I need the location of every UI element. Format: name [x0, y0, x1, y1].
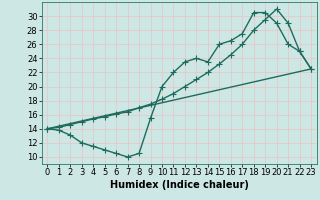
X-axis label: Humidex (Indice chaleur): Humidex (Indice chaleur): [110, 180, 249, 190]
